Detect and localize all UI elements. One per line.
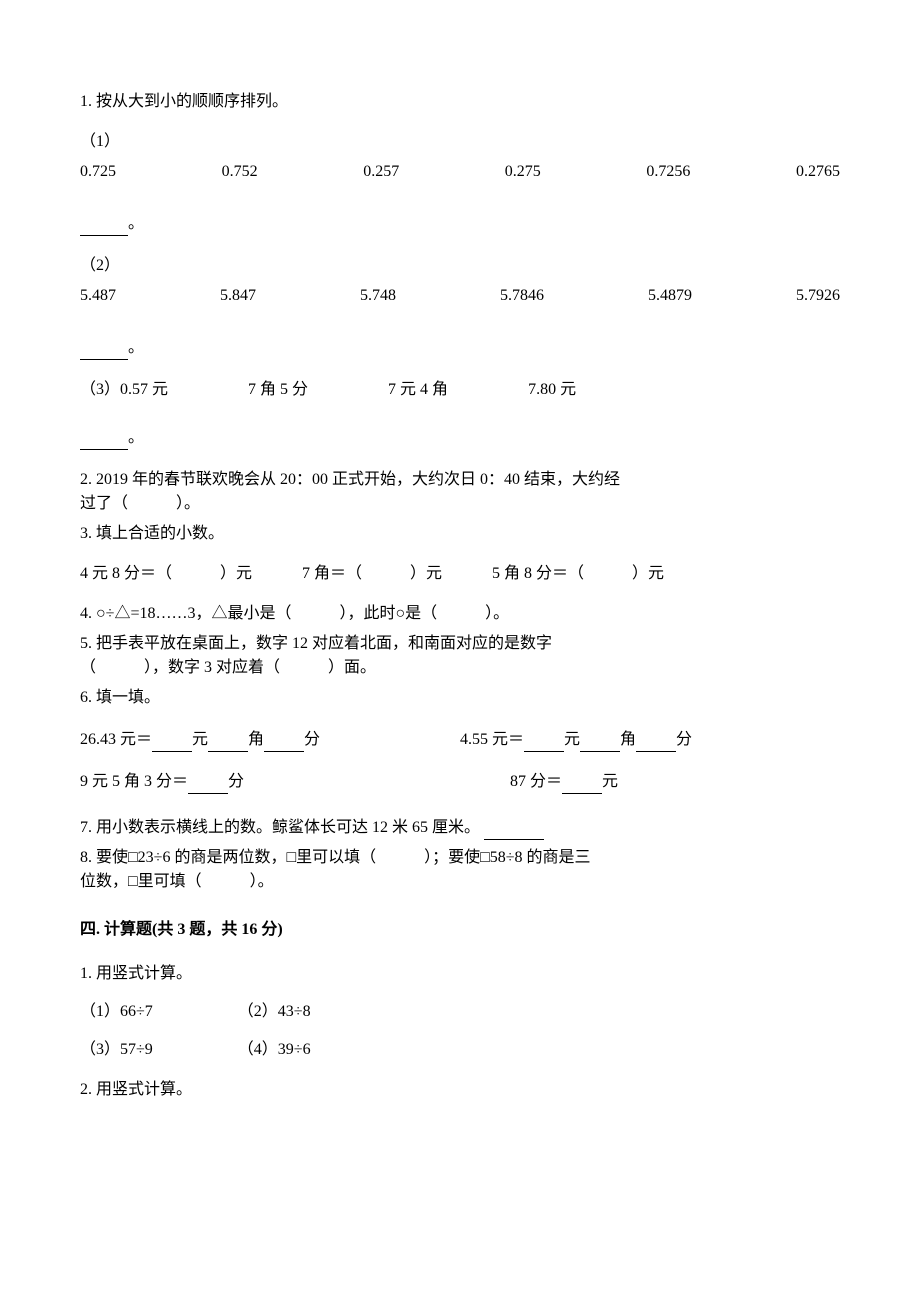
- answer-blank: [80, 218, 128, 236]
- s4-q1-i3: （4）39÷6: [238, 1038, 311, 1062]
- q1-p3-answer: 。: [80, 426, 840, 450]
- q1-p3-label: （3）0.57 元: [80, 378, 168, 402]
- q1-p1-answer: 。: [80, 212, 840, 236]
- blank: [636, 734, 676, 752]
- q2-line1: 2. 2019 年的春节联欢晚会从 20：00 正式开始，大约次日 0：40 结…: [80, 468, 840, 492]
- blank: [208, 734, 248, 752]
- q8-line1: 8. 要使□23÷6 的商是两位数，□里可以填（ ）；要使□58÷8 的商是三: [80, 846, 840, 870]
- q1-p1-n1: 0.752: [222, 160, 258, 184]
- blank: [188, 776, 228, 794]
- q3-title: 3. 填上合适的小数。: [80, 522, 840, 546]
- s4-q1-row2: （3）57÷9 （4）39÷6: [80, 1038, 840, 1062]
- question-8: 8. 要使□23÷6 的商是两位数，□里可以填（ ）；要使□58÷8 的商是三 …: [80, 846, 840, 894]
- q6-title: 6. 填一填。: [80, 686, 840, 710]
- s4-q1-row1: （1）66÷7 （2）43÷8: [80, 1000, 840, 1024]
- q7-text: 7. 用小数表示横线上的数。鲸鲨体长可达 12 米 65 厘米。: [80, 819, 480, 836]
- blank: [152, 734, 192, 752]
- q1-p2-n4: 5.4879: [648, 284, 692, 308]
- question-7: 7. 用小数表示横线上的数。鲸鲨体长可达 12 米 65 厘米。: [80, 816, 840, 840]
- q1-p1-n0: 0.725: [80, 160, 116, 184]
- question-4: 4. ○÷△=18……3，△最小是（ ），此时○是（ ）。: [80, 602, 840, 626]
- q1-p3-i2: 7 元 4 角: [388, 378, 448, 402]
- q6-row1-right: 4.55 元＝元角分: [460, 728, 840, 752]
- period: 。: [128, 429, 144, 446]
- q1-part2-numbers: 5.487 5.847 5.748 5.7846 5.4879 5.7926: [80, 284, 840, 308]
- q1-p2-n5: 5.7926: [796, 284, 840, 308]
- q6-row1-left: 26.43 元＝元角分: [80, 728, 460, 752]
- period: 。: [128, 339, 144, 356]
- s4-q1-i1: （2）43÷8: [238, 1000, 311, 1024]
- s4-q1-i2: （3）57÷9: [80, 1038, 153, 1062]
- q1-part2-label: （2）: [80, 254, 840, 278]
- q1-p1-n5: 0.2765: [796, 160, 840, 184]
- s4-question-2: 2. 用竖式计算。: [80, 1078, 840, 1102]
- q1-p1-n4: 0.7256: [646, 160, 690, 184]
- question-6: 6. 填一填。 26.43 元＝元角分 4.55 元＝元角分 9 元 5 角 3…: [80, 686, 840, 794]
- s4-q2-title: 2. 用竖式计算。: [80, 1078, 840, 1102]
- q1-p2-n0: 5.487: [80, 284, 116, 308]
- q3-items: 4 元 8 分＝（ ）元 7 角＝（ ）元 5 角 8 分＝（ ）元: [80, 562, 840, 586]
- q3-i2: 5 角 8 分＝（ ）元: [492, 562, 664, 586]
- q5-line2: （ ），数字 3 对应着（ ）面。: [80, 656, 840, 680]
- s4-question-1: 1. 用竖式计算。 （1）66÷7 （2）43÷8 （3）57÷9 （4）39÷…: [80, 962, 840, 1062]
- q1-p2-n2: 5.748: [360, 284, 396, 308]
- blank: [562, 776, 602, 794]
- blank: [264, 734, 304, 752]
- q1-part3-row: （3）0.57 元 7 角 5 分 7 元 4 角 7.80 元: [80, 378, 840, 402]
- q1-p2-n3: 5.7846: [500, 284, 544, 308]
- q5-line1: 5. 把手表平放在桌面上，数字 12 对应着北面，和南面对应的是数字: [80, 632, 840, 656]
- q1-p2-answer: 。: [80, 336, 840, 360]
- q6-row2-left: 9 元 5 角 3 分＝分: [80, 770, 410, 794]
- blank: [580, 734, 620, 752]
- q1-p1-n2: 0.257: [363, 160, 399, 184]
- q2-line2: 过了（ ）。: [80, 492, 840, 516]
- q1-p3-i3: 7.80 元: [528, 378, 576, 402]
- section-4-header: 四. 计算题(共 3 题，共 16 分): [80, 918, 840, 942]
- q1-p1-n3: 0.275: [505, 160, 541, 184]
- q1-p2-n1: 5.847: [220, 284, 256, 308]
- q3-i0: 4 元 8 分＝（ ）元: [80, 562, 252, 586]
- blank: [524, 734, 564, 752]
- q3-i1: 7 角＝（ ）元: [302, 562, 442, 586]
- q6-row1: 26.43 元＝元角分 4.55 元＝元角分: [80, 728, 840, 752]
- question-1: 1. 按从大到小的顺顺序排列。 （1） 0.725 0.752 0.257 0.…: [80, 90, 840, 450]
- period: 。: [128, 215, 144, 232]
- s4-q1-i0: （1）66÷7: [80, 1000, 153, 1024]
- question-3: 3. 填上合适的小数。 4 元 8 分＝（ ）元 7 角＝（ ）元 5 角 8 …: [80, 522, 840, 586]
- answer-blank: [80, 342, 128, 360]
- q1-p3-i1: 7 角 5 分: [248, 378, 308, 402]
- q1-part1-label: （1）: [80, 130, 840, 154]
- q6-row2-right: 87 分＝元: [410, 770, 840, 794]
- q1-title: 1. 按从大到小的顺顺序排列。: [80, 90, 840, 114]
- q1-part1-numbers: 0.725 0.752 0.257 0.275 0.7256 0.2765: [80, 160, 840, 184]
- s4-q1-title: 1. 用竖式计算。: [80, 962, 840, 986]
- q8-line2: 位数，□里可填（ ）。: [80, 870, 840, 894]
- question-5: 5. 把手表平放在桌面上，数字 12 对应着北面，和南面对应的是数字 （ ），数…: [80, 632, 840, 680]
- answer-blank: [80, 432, 128, 450]
- answer-blank: [484, 822, 544, 840]
- question-2: 2. 2019 年的春节联欢晚会从 20：00 正式开始，大约次日 0：40 结…: [80, 468, 840, 516]
- q6-row2: 9 元 5 角 3 分＝分 87 分＝元: [80, 770, 840, 794]
- q4-text: 4. ○÷△=18……3，△最小是（ ），此时○是（ ）。: [80, 602, 840, 626]
